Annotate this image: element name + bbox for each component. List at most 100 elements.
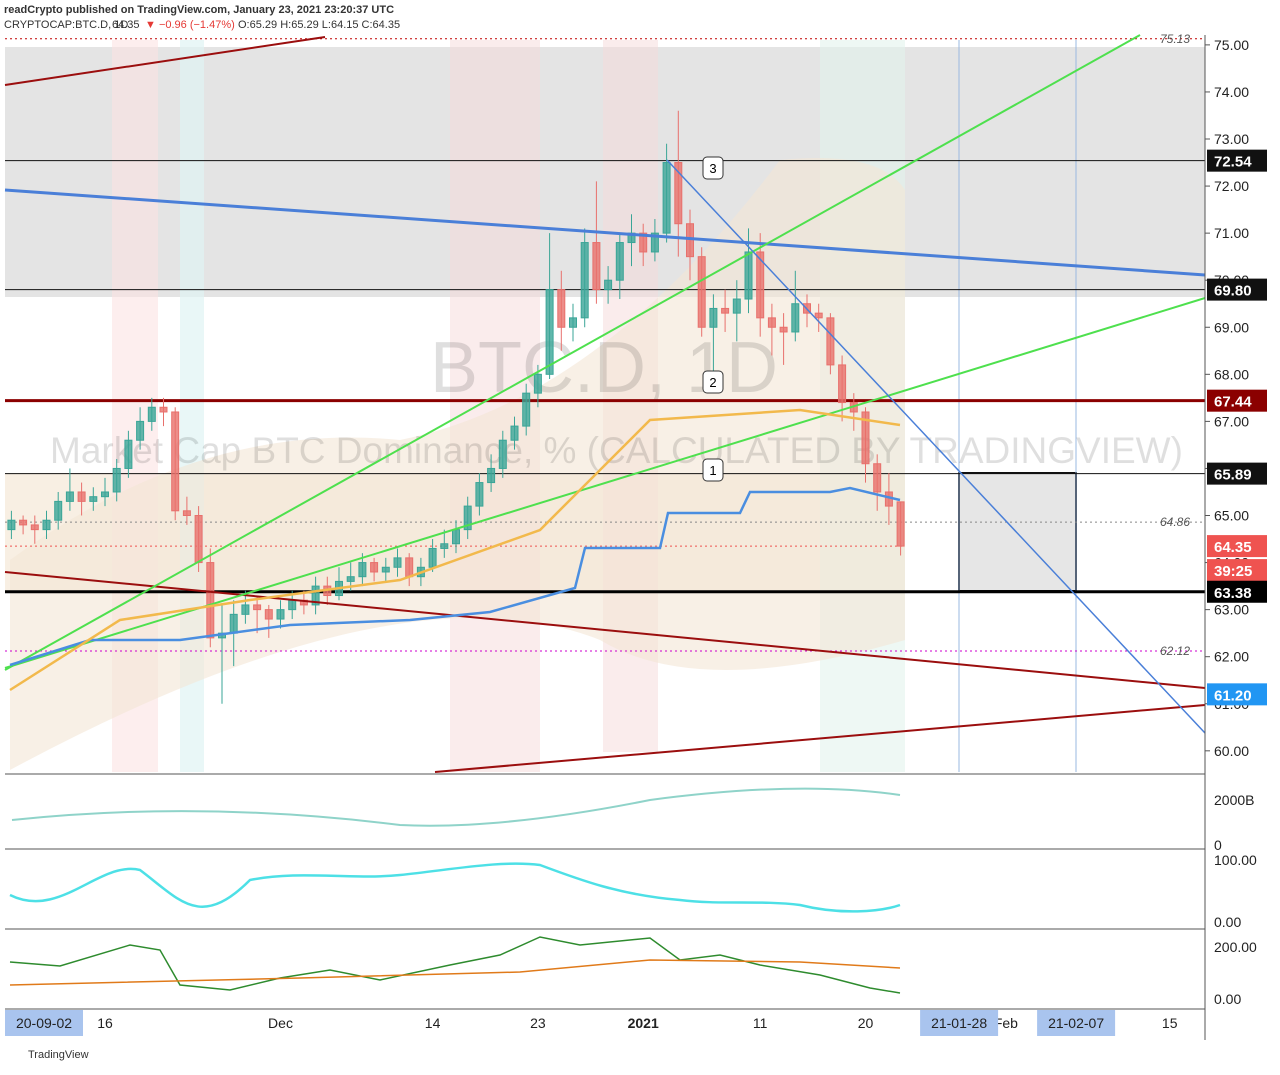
symbol-line: CRYPTOCAP:BTC.D, 1D 64.35 ▼ −0.96 (−1.47…	[4, 19, 400, 31]
candle-body	[697, 256, 706, 328]
candle-body	[370, 562, 379, 573]
candle-body	[288, 599, 297, 611]
candle-body	[171, 411, 180, 512]
candle-body	[569, 317, 577, 328]
wave-label-box	[702, 370, 724, 394]
candle-body	[147, 406, 156, 422]
candle-body	[19, 519, 28, 526]
candle-body	[604, 279, 613, 291]
candle-body	[592, 242, 601, 291]
x-tick-label: 11	[753, 1015, 768, 1031]
candle-body	[276, 609, 285, 620]
trendline	[4, 188, 1206, 277]
candle-body	[206, 562, 215, 639]
candle-body	[814, 312, 823, 319]
candle-body	[767, 317, 776, 328]
y-tick-label: 69.00	[1214, 319, 1249, 335]
candle-body	[124, 439, 133, 469]
y-tick-label: 75.00	[1214, 37, 1249, 53]
candle-body	[533, 373, 542, 394]
candle-body	[557, 289, 566, 328]
target-box	[958, 472, 1077, 592]
change: ▼ −0.96 (−1.47%)	[145, 19, 235, 31]
y-tick-label: 71.00	[1214, 225, 1249, 241]
countdown: 39:25	[1214, 563, 1252, 580]
indicator-line	[9, 959, 901, 986]
symbol: CRYPTOCAP:BTC.D, 1D	[4, 19, 128, 31]
candle-body	[136, 420, 145, 441]
ohlc: O:65.29 H:65.29 L:64.15 C:64.35	[238, 19, 400, 31]
candle-body	[65, 491, 74, 502]
trendline	[4, 36, 326, 86]
price-label-box	[1207, 389, 1267, 412]
x-tick-label: 2021	[628, 1015, 659, 1031]
price-label: 67.44	[1214, 394, 1252, 411]
candle-body	[405, 557, 414, 578]
wave-label: 3	[709, 161, 716, 176]
candle-body	[791, 303, 800, 333]
candle-body	[241, 604, 250, 615]
date-label: 21-01-28	[931, 1015, 987, 1031]
footer-brand: TradingView	[28, 1049, 89, 1061]
candle-body	[346, 576, 355, 582]
wave-label: 2	[709, 375, 716, 390]
candle-body	[639, 232, 648, 253]
candle-body	[721, 307, 730, 314]
candle-body	[428, 547, 437, 568]
candle-body	[452, 529, 460, 545]
candle-body	[709, 307, 718, 328]
y-tick-label: 62.00	[1214, 649, 1249, 665]
candle-body	[662, 162, 671, 234]
watermark-description: Market Cap BTC Dominance, % (CALCULATED …	[50, 430, 1183, 471]
candle-body	[756, 251, 765, 319]
x-tick-label: Feb	[994, 1015, 1018, 1031]
candle-body	[30, 524, 39, 531]
candle-body	[440, 543, 449, 549]
watermark-symbol: BTC.D, 1D	[430, 328, 778, 408]
y-tick-label: 68.00	[1214, 366, 1249, 382]
panel-tick-label: 0	[1214, 837, 1222, 853]
candle-body	[311, 585, 320, 606]
x-tick-label: 23	[530, 1015, 546, 1031]
price-label-box	[1207, 278, 1267, 301]
y-tick-label: 72.00	[1214, 178, 1249, 194]
date-box	[5, 1010, 83, 1036]
date-box	[1037, 1010, 1116, 1036]
wave-label-box	[702, 458, 724, 482]
indicator-line	[9, 862, 901, 913]
indicator-line	[9, 936, 901, 994]
candle-body	[779, 326, 788, 333]
panel-tick-label: 200.00	[1214, 939, 1257, 955]
countdown-box	[1207, 559, 1267, 582]
panel-tick-label: 0.00	[1214, 991, 1241, 1007]
candle-body	[744, 251, 753, 300]
candle-body	[650, 232, 659, 253]
panel-tick-label: 0.00	[1214, 914, 1241, 930]
candle-body	[77, 491, 86, 502]
candle-body	[861, 411, 870, 465]
candle-body	[89, 496, 98, 502]
candle-body	[182, 510, 191, 517]
price-label: 64.35	[1214, 539, 1252, 556]
candle-body	[545, 289, 554, 375]
price-label-box	[1207, 683, 1267, 706]
candle-body	[580, 242, 589, 319]
candle-body	[381, 566, 390, 573]
candle-body	[101, 491, 109, 498]
y-tick-label: 73.00	[1214, 131, 1249, 147]
wave-label: 1	[709, 463, 716, 478]
candle-body	[264, 609, 273, 620]
x-tick-label: 15	[1162, 1015, 1178, 1031]
candle-body	[873, 463, 882, 493]
level-label: 64.86	[1160, 515, 1190, 529]
candle-body	[826, 317, 835, 366]
candle-body	[487, 467, 496, 484]
y-tick-label: 60.00	[1214, 743, 1249, 759]
price-label: 61.20	[1214, 687, 1252, 704]
y-tick-label: 74.00	[1214, 84, 1249, 100]
date-label: 21-02-07	[1048, 1015, 1104, 1031]
candle-body	[615, 242, 624, 281]
price-label-box	[1207, 580, 1267, 603]
x-tick-label: Dec	[268, 1015, 293, 1031]
price-label-box	[1207, 535, 1267, 558]
